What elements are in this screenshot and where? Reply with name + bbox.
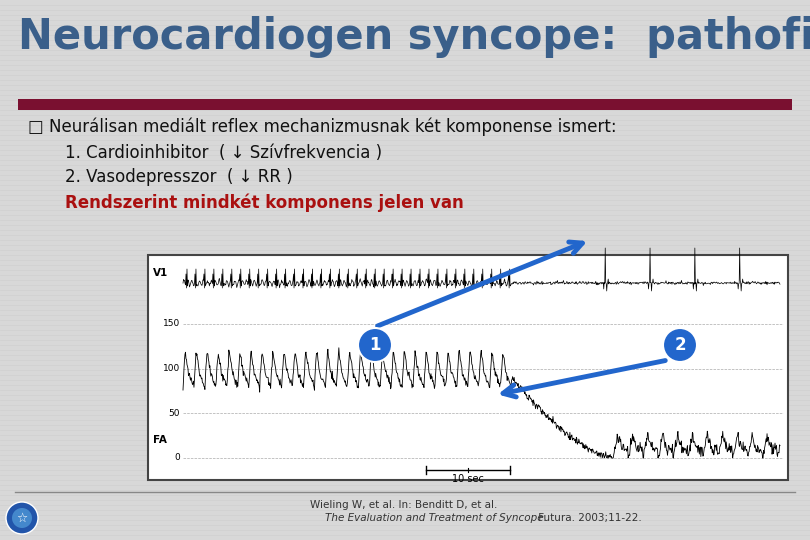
Text: The Evaluation and Treatment of Syncope.: The Evaluation and Treatment of Syncope.	[325, 513, 547, 523]
Text: 1: 1	[369, 336, 381, 354]
Text: FA: FA	[153, 435, 167, 445]
Circle shape	[358, 328, 392, 362]
Text: V1: V1	[153, 268, 168, 278]
Text: 2. Vasodepresszor  ( ↓ RR ): 2. Vasodepresszor ( ↓ RR )	[65, 168, 292, 186]
Text: 1. Cardioinhibitor  ( ↓ Szívfrekvencia ): 1. Cardioinhibitor ( ↓ Szívfrekvencia )	[65, 144, 382, 162]
Circle shape	[6, 502, 38, 534]
Text: □ Neurálisan mediált reflex mechanizmusnak két komponense ismert:: □ Neurálisan mediált reflex mechanizmusn…	[28, 118, 616, 137]
Text: Wieling W, et al. In: Benditt D, et al.: Wieling W, et al. In: Benditt D, et al.	[309, 500, 501, 510]
Text: 10 sec: 10 sec	[452, 474, 484, 484]
Text: Neurocardiogen syncope:  pathofiziológia: Neurocardiogen syncope: pathofiziológia	[18, 15, 810, 58]
Text: Rendszerint mindkét komponens jelen van: Rendszerint mindkét komponens jelen van	[65, 193, 464, 212]
Text: Futura. 2003;11-22.: Futura. 2003;11-22.	[535, 513, 642, 523]
Text: 150: 150	[163, 320, 180, 328]
Text: 100: 100	[163, 364, 180, 373]
Text: 2: 2	[674, 336, 686, 354]
Bar	[148, 255, 788, 480]
Text: ☆: ☆	[16, 511, 28, 524]
Bar	[18, 99, 792, 110]
Text: 50: 50	[168, 409, 180, 418]
Circle shape	[663, 328, 697, 362]
Circle shape	[12, 508, 32, 528]
Text: 0: 0	[174, 454, 180, 462]
